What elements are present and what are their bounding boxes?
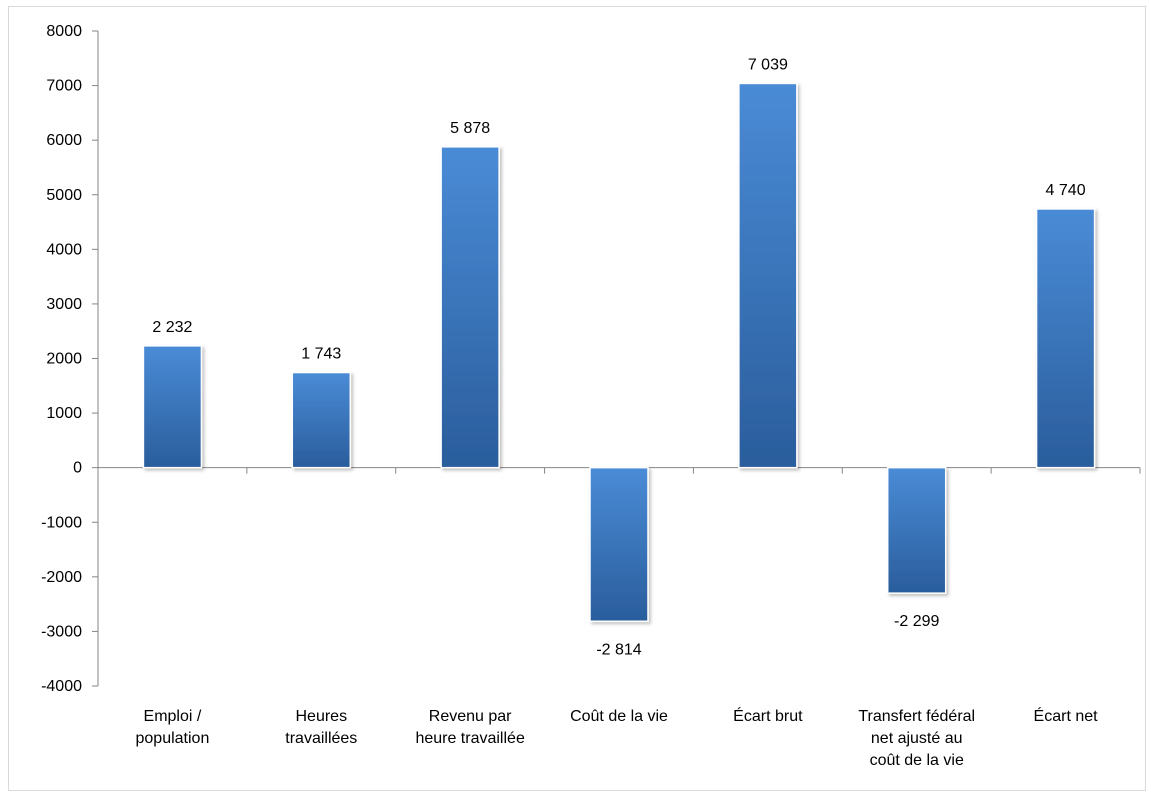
bar [440,146,500,469]
bar [738,82,798,469]
data-labels: 2 232 1 743 5 878 -2 814 7 039 -2 299 4 740 [152,56,1085,658]
bar [886,466,947,594]
y-tick-label: 0 [73,460,82,477]
y-tick-label: 2000 [46,351,82,368]
data-label: -2 814 [596,641,641,658]
category-label: Écart net [1034,706,1099,725]
y-tick-label: 3000 [46,296,82,313]
data-label: 1 743 [301,346,341,363]
bars [142,82,1096,623]
category-label: net ajusté au [871,730,963,747]
category-labels: Emploi / population Heures travaillées Reven… [136,706,1099,769]
y-tick-label: 7000 [46,78,82,95]
y-tick-label: 1000 [46,405,82,422]
y-tick-label: -2000 [41,569,82,586]
y-tick-label: -1000 [41,514,82,531]
data-label: -2 299 [894,613,939,630]
bar [1035,208,1096,469]
category-label: Transfert fédéral [858,708,975,725]
y-tick-label: 8000 [46,23,82,40]
category-label: Emploi / [144,708,202,725]
category-label: travaillées [285,730,357,747]
y-tick-label: 6000 [46,132,82,149]
y-tick-label: 5000 [46,187,82,204]
category-label: Heures [295,708,347,725]
category-label: population [136,730,210,747]
category-label: heure travaillée [415,730,525,747]
category-label: Revenu par [429,708,512,725]
data-label: 5 878 [450,120,490,137]
bar [142,345,203,469]
data-label: 7 039 [748,56,788,73]
data-label: 4 740 [1046,182,1086,199]
y-tick-label: -4000 [41,678,82,695]
category-label: Coût de la vie [570,708,668,725]
category-label: coût de la vie [870,752,964,769]
y-tick-label: -3000 [41,623,82,640]
bar [291,371,352,469]
data-label: 2 232 [152,319,192,336]
category-label: Écart brut [733,706,803,725]
y-tick-label: 4000 [46,241,82,258]
bar [589,466,649,623]
y-axis: 8000 7000 6000 5000 4000 3000 2000 1000 0 -1000 -2… [41,23,99,695]
